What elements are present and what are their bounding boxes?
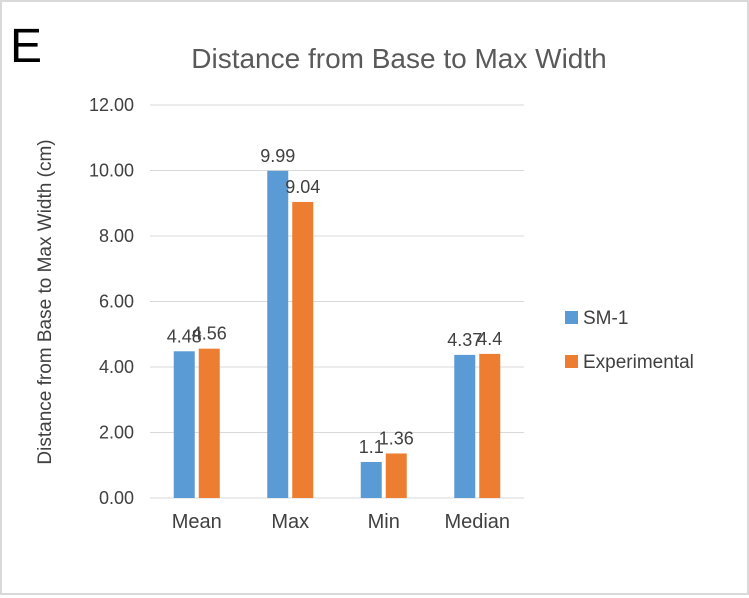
x-tick-labels: Mean Max Min Median [172, 511, 510, 533]
y-tick-label: 6.00 [99, 292, 134, 312]
bar-experimental-median [479, 353, 501, 498]
bar-experimental-min [385, 453, 407, 498]
y-axis-label: Distance from Base to Max Width (cm) [35, 139, 56, 464]
data-label: 4.4 [477, 329, 502, 349]
panel-letter: E [10, 20, 42, 73]
legend-label: SM-1 [583, 308, 628, 329]
legend-label: Experimental [583, 352, 694, 373]
y-tick-label: 10.00 [89, 161, 134, 181]
x-tick-label: Min [368, 511, 400, 533]
data-label: 1.36 [379, 428, 414, 448]
y-tick-label: 8.00 [99, 226, 134, 246]
bar-experimental-max [292, 201, 314, 498]
legend: SM-1 Experimental [565, 308, 694, 373]
data-label: 4.56 [192, 324, 227, 344]
y-tick-label: 4.00 [99, 357, 134, 377]
bar-sm-1-median [454, 354, 476, 498]
y-tick-label: 12.00 [89, 95, 134, 115]
data-label: 9.04 [285, 177, 320, 197]
data-label: 4.48 [167, 326, 202, 346]
bar-experimental-mean [198, 348, 220, 498]
x-tick-label: Max [271, 511, 309, 533]
legend-swatch [565, 311, 578, 324]
data-label: 9.99 [260, 146, 295, 166]
legend-swatch [565, 355, 578, 368]
y-tick-labels: 0.00 2.00 4.00 6.00 8.00 10.00 12.00 [89, 95, 134, 508]
y-tick-label: 2.00 [99, 423, 134, 443]
chart-title: Distance from Base to Max Width [191, 43, 606, 74]
bars [173, 170, 501, 498]
x-tick-label: Median [444, 511, 510, 533]
bar-sm-1-mean [173, 351, 195, 498]
data-label: 4.37 [447, 330, 482, 350]
data-labels: 4.484.56 9.99 9.04 1.11.36 4.374.4 [167, 146, 503, 457]
bar-sm-1-max [267, 170, 289, 498]
data-label: 1.1 [359, 437, 384, 457]
x-tick-label: Mean [172, 511, 222, 533]
bar-sm-1-min [360, 461, 382, 498]
y-tick-label: 0.00 [99, 488, 134, 508]
